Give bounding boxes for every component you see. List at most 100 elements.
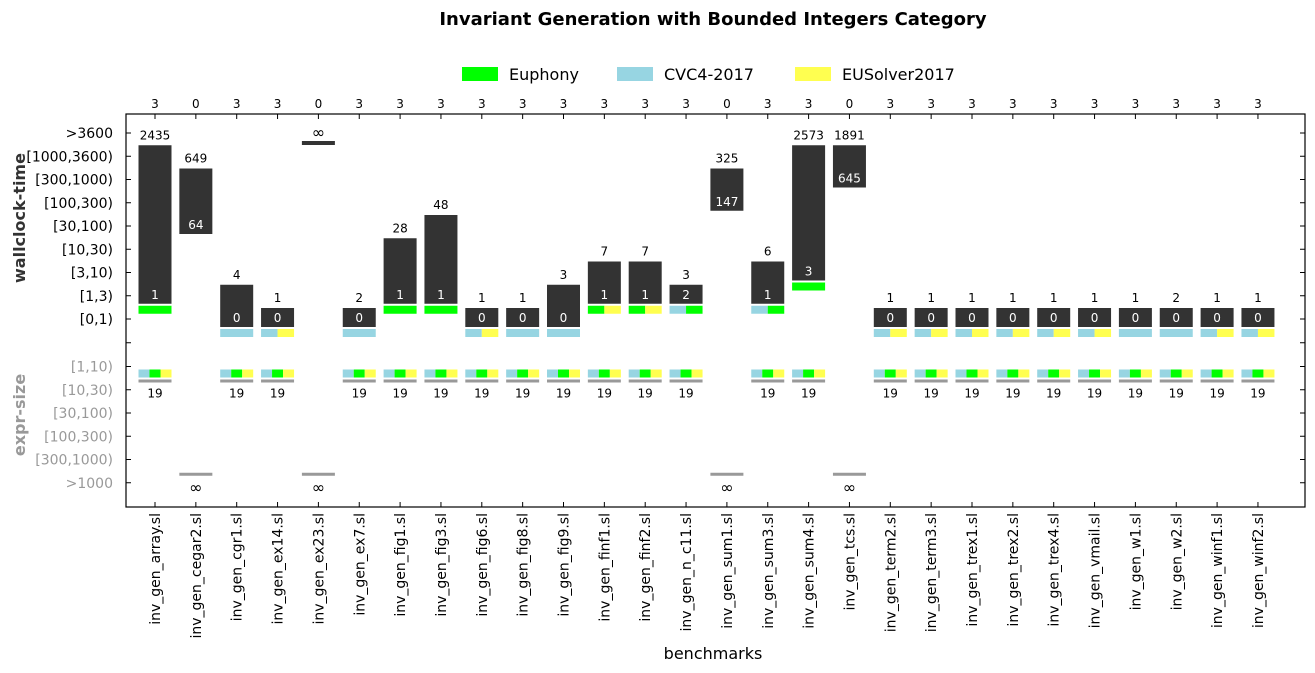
time-max-label: 6 [764, 245, 772, 259]
size-solver-eusolver [446, 369, 458, 378]
plot-frame [125, 113, 1306, 508]
time-min-label: 645 [838, 172, 861, 186]
time-bar [465, 308, 499, 327]
size-solver-eusolver [1059, 369, 1071, 378]
time-max-label: 28 [392, 221, 407, 235]
time-max-label: 1 [478, 291, 486, 305]
size-solver-eusolver [364, 369, 376, 378]
time-max-label: 3 [682, 268, 690, 282]
size-bar [1037, 379, 1071, 383]
time-solver-cvc4 [1241, 329, 1258, 337]
size-bar [669, 379, 703, 383]
size-solver-euphony [435, 369, 447, 378]
solved-count-label: 3 [233, 97, 241, 111]
time-bar [1159, 308, 1193, 327]
solved-count-label: 3 [519, 97, 527, 111]
chart-title: Invariant Generation with Bounded Intege… [439, 9, 987, 30]
time-bar [547, 284, 580, 327]
x-tick-label: inv_gen_n_c11.sl [679, 513, 695, 631]
x-tick-label: inv_gen_ex14.sl [271, 513, 287, 625]
size-solver-euphony [803, 369, 815, 378]
time-max-label: 1 [1050, 291, 1058, 305]
size-label: 19 [924, 387, 939, 401]
time-solver-cvc4 [547, 329, 580, 337]
time-min-label: 0 [927, 311, 935, 325]
solved-count-label: 3 [764, 97, 772, 111]
time-solver-eusolver [931, 329, 948, 337]
size-solver-euphony [1048, 369, 1060, 378]
time-solver-cvc4 [1037, 329, 1054, 337]
y-tick-label-size: [10,30) [62, 383, 113, 399]
time-solver-cvc4 [1118, 329, 1152, 337]
time-solver-euphony [686, 305, 703, 314]
size-solver-euphony [1252, 369, 1264, 378]
time-min-label: 147 [715, 195, 738, 209]
x-tick-label: inv_gen_fig9.sl [557, 513, 573, 617]
legend-swatch-eusolver2017 [795, 67, 831, 81]
size-label: 19 [556, 387, 571, 401]
size-label: 19 [801, 387, 816, 401]
size-bar [914, 379, 948, 383]
time-min-label: 0 [968, 311, 976, 325]
size-label: 19 [760, 387, 775, 401]
time-solver-cvc4 [506, 329, 540, 337]
size-solver-eusolver [405, 369, 417, 378]
x-tick-label: inv_gen_fig8.sl [516, 513, 532, 617]
solved-count-label: 3 [927, 97, 935, 111]
size-infinity-label: ∞ [312, 478, 325, 497]
time-max-label: 4 [233, 268, 241, 282]
time-bar [996, 308, 1030, 327]
x-tick-label: inv_gen_sum4.sl [802, 513, 818, 629]
size-solver-eusolver [650, 369, 662, 378]
solved-count-label: 0 [315, 97, 323, 111]
solved-count-label: 3 [641, 97, 649, 111]
y-axis-label-expr-size: expr-size [10, 374, 29, 456]
size-solver-cvc4 [873, 369, 885, 378]
time-min-label: 0 [478, 311, 486, 325]
time-solver-eusolver [972, 329, 989, 337]
y-tick-label-size: [300,1000) [35, 453, 113, 469]
time-min-label: 3 [805, 265, 813, 279]
size-bar [751, 379, 785, 383]
time-min-label: 0 [1050, 311, 1058, 325]
size-solver-euphony [639, 369, 651, 378]
time-bar [587, 261, 621, 304]
x-tick-label: inv_gen_array.sl [148, 513, 164, 625]
size-solver-cvc4 [669, 369, 681, 378]
x-tick-label: inv_gen_w2.sl [1169, 513, 1185, 610]
size-solver-eusolver [773, 369, 785, 378]
size-bar [873, 379, 907, 383]
size-solver-euphony [598, 369, 610, 378]
time-solver-eusolver [1257, 329, 1275, 337]
solved-count-label: 3 [601, 97, 609, 111]
x-tick-label: inv_gen_term3.sl [924, 513, 940, 632]
size-solver-cvc4 [1241, 369, 1253, 378]
solved-count-label: 3 [396, 97, 404, 111]
time-solver-cvc4 [465, 329, 482, 337]
time-min-label: 0 [1213, 311, 1221, 325]
time-bar [506, 308, 540, 327]
time-max-label: 649 [184, 152, 207, 166]
size-bar [996, 379, 1030, 383]
solved-count-label: 0 [846, 97, 854, 111]
x-tick-label: inv_gen_finf1.sl [597, 513, 613, 622]
x-axis: 3 inv_gen_array.sl 0 inv_gen_cegar2.sl 3 inv_… [148, 97, 1267, 639]
time-bar [220, 284, 254, 327]
time-solver-euphony [767, 305, 785, 314]
size-solver-cvc4 [914, 369, 926, 378]
time-solver-euphony [587, 305, 605, 314]
size-infinity-marker [301, 472, 335, 476]
time-bar [955, 308, 989, 327]
size-bar [138, 379, 172, 383]
size-solver-eusolver [895, 369, 907, 378]
time-solver-eusolver [481, 329, 499, 337]
x-tick-label: inv_gen_sum1.sl [720, 513, 736, 629]
size-label: 19 [597, 387, 612, 401]
size-solver-eusolver [283, 369, 295, 378]
time-max-label: 1 [1254, 291, 1262, 305]
size-solver-cvc4 [506, 369, 518, 378]
size-label: 19 [1087, 387, 1102, 401]
size-solver-euphony [1211, 369, 1223, 378]
x-tick-label: inv_gen_winf2.sl [1251, 513, 1267, 628]
solved-count-label: 3 [1091, 97, 1099, 111]
